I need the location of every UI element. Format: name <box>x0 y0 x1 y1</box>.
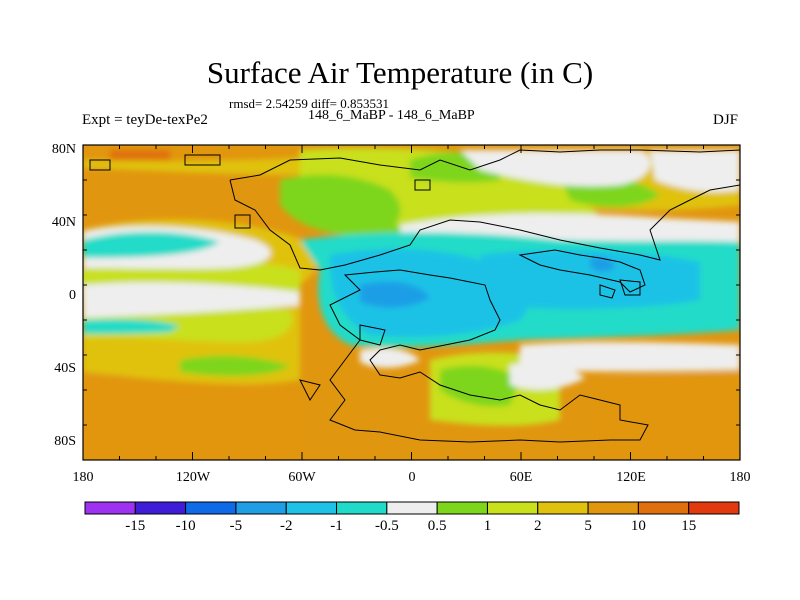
colorbar-label: -1 <box>330 518 343 534</box>
lon-label-120e: 120E <box>616 470 646 485</box>
colorbar-swatch <box>537 501 589 515</box>
lat-label-40s: 40S <box>54 361 76 376</box>
colorbar-swatch <box>285 501 338 515</box>
colorbar-swatch <box>235 501 287 515</box>
colorbar-swatch <box>386 501 438 515</box>
colorbar <box>84 501 740 515</box>
lon-label-180w: 180 <box>72 470 94 485</box>
lat-label-eq: 0 <box>69 288 76 303</box>
axis-ticks <box>82 144 741 461</box>
colorbar-swatch <box>486 501 539 515</box>
colorbar-swatch <box>134 501 187 515</box>
lat-label-40n: 40N <box>51 215 76 230</box>
subtitle: 148_6_MaBP - 148_6_MaBP <box>308 108 475 123</box>
colorbar-label: 2 <box>534 518 542 534</box>
colorbar-label: -15 <box>125 518 146 534</box>
colorbar-swatch <box>688 501 740 515</box>
coastlines <box>89 149 740 443</box>
colorbar-swatch <box>637 501 690 515</box>
colorbar-label: -10 <box>175 518 196 534</box>
lon-label-0: 0 <box>408 470 416 485</box>
lat-label-80s: 80S <box>54 434 76 449</box>
colorbar-swatch <box>336 501 388 515</box>
colorbar-swatch <box>587 501 639 515</box>
lat-label-80n: 80N <box>51 142 76 157</box>
colorbar-label: 1 <box>483 518 492 534</box>
colorbar-label: 10 <box>630 518 646 534</box>
temperature-field <box>83 145 740 460</box>
colorbar-label: -2 <box>279 518 293 534</box>
colorbar-swatch <box>436 501 488 515</box>
colorbar-label: 5 <box>584 518 592 534</box>
colorbar-swatch <box>84 501 136 515</box>
colorbar-label: 15 <box>681 518 697 534</box>
experiment-label: Expt = teyDe-texPe2 <box>82 112 208 128</box>
lon-label-120w: 120W <box>175 470 211 485</box>
chart-title: Surface Air Temperature (in C) <box>206 55 594 90</box>
season-label: DJF <box>712 112 738 128</box>
colorbar-label: 0.5 <box>427 518 447 534</box>
lon-label-180e: 180 <box>729 470 751 485</box>
colorbar-label: -5 <box>229 518 243 534</box>
stats-label: rmsd= 2.54259 diff= 0.853531 <box>229 96 389 111</box>
lon-label-60w: 60W <box>288 470 316 485</box>
colorbar-swatch <box>185 501 237 515</box>
lon-label-60e: 60E <box>509 470 533 485</box>
colorbar-label: -0.5 <box>374 518 399 534</box>
